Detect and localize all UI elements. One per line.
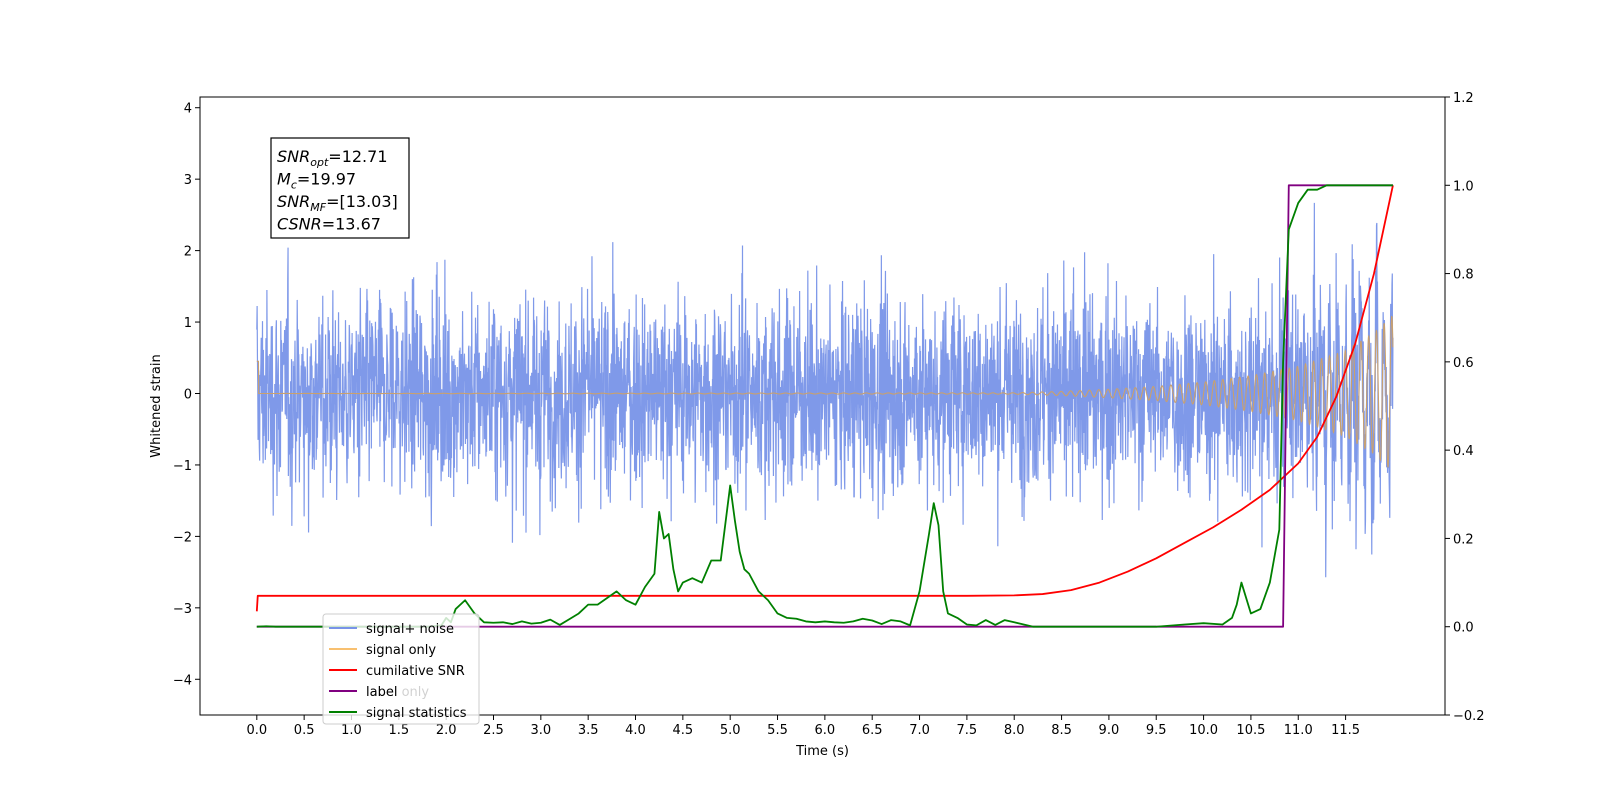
- x-tick-label: 11.5: [1331, 723, 1360, 738]
- x-tick-label: 0.5: [294, 723, 315, 738]
- x-tick-label: 4.0: [625, 723, 646, 738]
- x-tick-label: 2.0: [436, 723, 457, 738]
- x-tick-label: 9.5: [1146, 723, 1167, 738]
- series-signal-statistics-line: [256, 184, 1393, 628]
- annotation-line: SNRopt=12.71: [277, 147, 388, 169]
- x-tick-label: 1.5: [388, 723, 409, 738]
- y-tick-label: 4: [184, 102, 192, 117]
- x-tick-label: 7.5: [957, 723, 978, 738]
- y2-tick-label: 0.0: [1453, 621, 1474, 636]
- annotation-line: SNRMF=[13.03]: [277, 192, 398, 214]
- x-tick-label: 10.5: [1236, 723, 1265, 738]
- x-tick-label: 4.5: [673, 723, 694, 738]
- x-tick-label: 8.0: [1004, 723, 1025, 738]
- x-tick-label: 6.0: [815, 723, 836, 738]
- y2-tick-label: −0.2: [1453, 709, 1485, 724]
- y-axis-label: Whitened strain: [149, 354, 164, 457]
- x-tick-label: 10.0: [1189, 723, 1218, 738]
- y-tick-label: −4: [173, 673, 192, 688]
- x-axis-label: Time (s): [795, 744, 849, 759]
- y-tick-label: 1: [184, 316, 192, 331]
- legend-entry: label: [366, 685, 397, 700]
- x-tick-label: 0.0: [246, 723, 267, 738]
- annotation-line: Mc=19.97: [277, 170, 356, 192]
- x-tick-label: 9.0: [1099, 723, 1120, 738]
- legend-entry-hidden: label only: [366, 685, 429, 700]
- x-tick-label: 3.5: [578, 723, 599, 738]
- y-tick-label: 2: [184, 245, 192, 260]
- x-tick-label: 5.0: [720, 723, 741, 738]
- y2-tick-label: 1.2: [1453, 91, 1474, 106]
- y2-tick-label: 0.8: [1453, 268, 1474, 283]
- plot-area: [255, 184, 1394, 628]
- axes-frame: [199, 96, 1446, 716]
- x-tick-label: 8.5: [1051, 723, 1072, 738]
- series-cumulative-snr-line: [255, 185, 1394, 612]
- y2-tick-label: 0.2: [1453, 532, 1474, 547]
- x-tick-label: 11.0: [1284, 723, 1313, 738]
- annotation-box: [270, 137, 410, 239]
- x-tick-label: 5.5: [767, 723, 788, 738]
- y-tick-label: −1: [173, 459, 192, 474]
- x-tick-label: 7.0: [909, 723, 930, 738]
- y-tick-label: 3: [184, 173, 192, 188]
- y2-tick-label: 0.4: [1453, 444, 1474, 459]
- legend-entry: signal statistics: [366, 706, 467, 721]
- legend-entry: signal only: [366, 643, 436, 658]
- y2-tick-label: 1.0: [1453, 179, 1474, 194]
- annotation-line: CSNR=13.67: [277, 215, 381, 234]
- x-tick-label: 3.0: [530, 723, 551, 738]
- series-signal-noise-line: [256, 202, 1394, 578]
- y-tick-label: 0: [184, 387, 192, 402]
- legend-box: [322, 613, 480, 725]
- x-tick-label: 2.5: [483, 723, 504, 738]
- series-signal-only-line: [256, 315, 1394, 468]
- y2-tick-label: 0.6: [1453, 356, 1474, 371]
- legend-entry: cumilative SNR: [366, 664, 465, 679]
- x-tick-label: 6.5: [862, 723, 883, 738]
- y-tick-label: −3: [173, 602, 192, 617]
- x-tick-label: 1.0: [341, 723, 362, 738]
- y-tick-label: −2: [173, 530, 192, 545]
- legend-entry: signal+ noise: [366, 622, 454, 637]
